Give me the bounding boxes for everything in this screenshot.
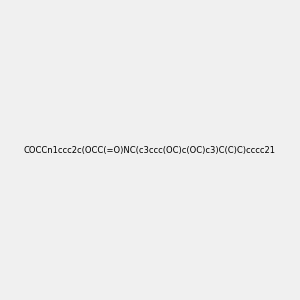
Text: COCCn1ccc2c(OCC(=O)NC(c3ccc(OC)c(OC)c3)C(C)C)cccc21: COCCn1ccc2c(OCC(=O)NC(c3ccc(OC)c(OC)c3)C… [24,146,276,154]
